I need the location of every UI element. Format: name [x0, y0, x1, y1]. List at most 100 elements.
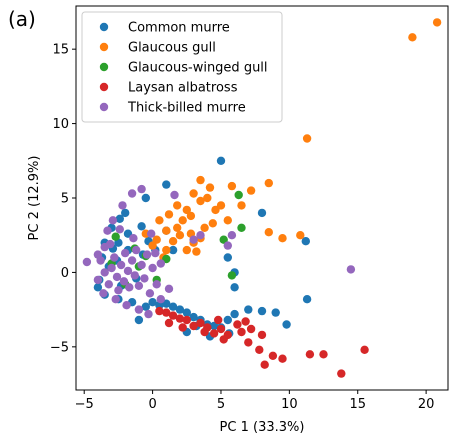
data-point: [186, 211, 196, 221]
data-point: [168, 302, 178, 311]
data-point: [147, 229, 156, 238]
data-point: [170, 190, 179, 200]
data-point: [130, 271, 139, 280]
x-tick-label: 15: [349, 397, 366, 412]
data-point: [129, 234, 138, 243]
data-point: [114, 286, 123, 295]
data-point: [134, 281, 144, 290]
y-tick-label: −5: [50, 340, 69, 355]
data-point: [115, 214, 125, 223]
y-tick-label: 10: [52, 117, 69, 132]
data-point: [260, 360, 269, 369]
data-point: [111, 295, 120, 304]
points-layer: [82, 18, 442, 378]
data-point: [189, 189, 198, 198]
data-point: [110, 253, 119, 262]
data-point: [216, 156, 226, 165]
data-point: [164, 284, 174, 293]
data-point: [264, 178, 273, 188]
data-point: [127, 256, 137, 265]
data-point: [140, 274, 149, 283]
data-point: [122, 301, 131, 310]
x-axis-label: PC 1 (33.3%): [220, 420, 305, 435]
data-point: [125, 283, 134, 292]
legend-label: Glaucous gull: [128, 41, 216, 56]
data-point: [119, 277, 129, 286]
data-point: [209, 329, 219, 338]
data-point: [319, 350, 328, 359]
y-tick-label: 0: [61, 266, 69, 281]
x-tick-label: 5: [217, 397, 225, 412]
data-point: [175, 231, 185, 240]
data-point: [241, 317, 250, 326]
data-point: [107, 263, 116, 273]
data-point: [255, 345, 264, 354]
data-point: [142, 250, 152, 259]
data-point: [141, 193, 150, 203]
data-point: [148, 298, 157, 307]
data-point: [196, 196, 205, 206]
data-point: [237, 223, 246, 232]
y-tick-label: 15: [52, 43, 69, 58]
data-point: [182, 245, 191, 255]
data-point: [145, 289, 155, 298]
data-point: [244, 305, 253, 314]
data-point: [219, 335, 228, 344]
data-point: [203, 193, 212, 203]
data-point: [164, 210, 174, 219]
data-point: [112, 272, 122, 282]
data-point: [100, 268, 109, 277]
data-point: [93, 275, 103, 285]
data-point: [205, 183, 215, 192]
data-point: [141, 302, 150, 311]
y-axis-label: PC 2 (12.9%): [27, 156, 42, 241]
data-point: [227, 181, 237, 191]
data-point: [337, 369, 346, 378]
data-point: [268, 351, 278, 360]
data-point: [123, 266, 133, 276]
data-point: [237, 327, 246, 337]
data-point: [301, 237, 310, 246]
data-point: [155, 216, 164, 225]
data-point: [178, 323, 187, 332]
data-point: [227, 271, 237, 280]
data-point: [152, 235, 161, 244]
data-point: [182, 308, 191, 317]
data-point: [214, 315, 223, 325]
data-point: [208, 219, 217, 228]
data-point: [162, 226, 171, 235]
x-tick-label: 20: [418, 397, 435, 412]
data-point: [134, 305, 144, 314]
x-tick-label: 0: [148, 397, 156, 412]
data-point: [196, 318, 205, 328]
series-1: [93, 156, 312, 341]
legend-label: Glaucous-winged gull: [128, 61, 268, 76]
legend-label: Thick-billed murre: [127, 101, 246, 116]
data-point: [162, 180, 171, 189]
data-point: [156, 259, 165, 268]
legend-label: Common murre: [128, 21, 230, 36]
data-point: [244, 338, 253, 347]
data-point: [103, 226, 112, 235]
data-point: [302, 295, 312, 304]
data-point: [223, 253, 232, 262]
data-point: [189, 321, 198, 331]
data-point: [82, 257, 92, 267]
data-point: [432, 18, 442, 27]
data-point: [116, 260, 126, 270]
data-point: [152, 280, 161, 289]
data-point: [233, 320, 242, 329]
data-point: [278, 234, 287, 243]
data-point: [162, 245, 171, 255]
data-point: [168, 237, 178, 246]
data-point: [93, 283, 103, 292]
legend-marker: [99, 82, 109, 92]
data-point: [148, 241, 157, 250]
data-point: [182, 205, 191, 215]
data-point: [115, 225, 125, 234]
data-point: [209, 321, 219, 331]
data-point: [137, 260, 146, 270]
data-point: [230, 309, 239, 319]
data-point: [132, 245, 141, 255]
